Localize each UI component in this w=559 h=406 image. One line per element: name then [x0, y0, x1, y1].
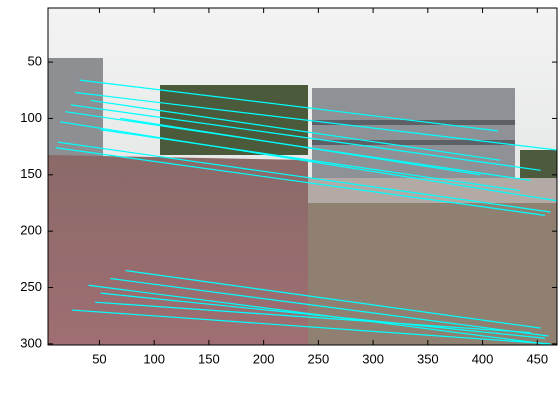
x-tick-label: 450 [526, 351, 548, 366]
chart: 50 100 150 200 250 300 350 400 450 50 100 150 200 250… [0, 0, 559, 401]
x-tick-label: 100 [143, 351, 165, 366]
x-tick-label: 250 [308, 351, 330, 366]
x-tick-label: 300 [362, 351, 384, 366]
x-tick-label: 50 [92, 351, 106, 366]
x-tick-label: 350 [417, 351, 439, 366]
y-tick-label: 100 [20, 110, 42, 125]
page: 50 100 150 200 250 300 350 400 450 50 100 150 200 250… [0, 0, 559, 406]
y-tick-label: 50 [28, 54, 42, 69]
x-tick-label: 200 [253, 351, 275, 366]
x-tick-label: 400 [472, 351, 494, 366]
y-tick-label: 150 [20, 166, 42, 181]
x-tick-label: 150 [198, 351, 220, 366]
y-tick-label: 300 [20, 335, 42, 350]
y-tick-label: 250 [20, 279, 42, 294]
y-tick-label: 200 [20, 223, 42, 238]
